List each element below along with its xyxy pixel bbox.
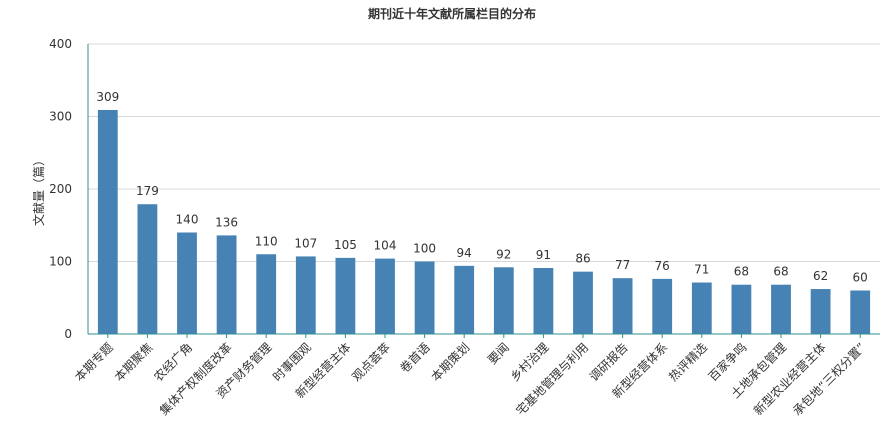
x-tick-label: 要闻 bbox=[485, 340, 512, 367]
x-tick-label: 本期聚焦 bbox=[112, 340, 156, 384]
bar bbox=[533, 268, 554, 334]
bar bbox=[691, 282, 712, 334]
data-label: 105 bbox=[334, 238, 357, 252]
data-label: 110 bbox=[255, 234, 278, 248]
bar bbox=[612, 278, 633, 334]
x-axis-ticks: 本期专题本期聚焦农经广角集体产权制度改革资产财务管理时事围观新型经营主体观点荟萃… bbox=[71, 334, 868, 418]
bar bbox=[97, 109, 118, 334]
y-tick-label: 300 bbox=[49, 110, 72, 124]
bar bbox=[850, 290, 871, 334]
x-tick-label: 热评精选 bbox=[666, 340, 710, 384]
bars bbox=[97, 109, 871, 334]
data-label: 86 bbox=[575, 252, 590, 266]
bar bbox=[771, 284, 791, 334]
bar bbox=[731, 284, 752, 334]
bar bbox=[810, 289, 831, 334]
bar bbox=[493, 267, 514, 334]
data-label: 94 bbox=[457, 246, 472, 260]
x-tick-label: 新型农业经营主体 bbox=[750, 340, 828, 418]
data-labels: 309 179 140 136 110 107 105 104 100 94 92 91 86 77 76 7… bbox=[96, 90, 867, 285]
bar bbox=[375, 258, 395, 334]
y-axis-label: 文献量（篇） bbox=[31, 154, 46, 226]
data-label: 60 bbox=[853, 271, 868, 285]
chart-title: 期刊近十年文献所属栏目的分布 bbox=[368, 6, 536, 21]
bar bbox=[177, 232, 197, 334]
x-tick-label: 本期策划 bbox=[428, 340, 472, 384]
x-tick-label: 本期专题 bbox=[71, 340, 116, 385]
x-tick-label: 承包地“三权分置” bbox=[790, 340, 868, 418]
y-tick-label: 100 bbox=[49, 255, 72, 269]
data-label: 104 bbox=[374, 239, 397, 253]
data-label: 76 bbox=[655, 259, 670, 273]
bar bbox=[414, 261, 435, 334]
bar bbox=[295, 256, 316, 334]
bar bbox=[335, 257, 356, 334]
y-tick-label: 400 bbox=[49, 37, 72, 51]
data-label: 91 bbox=[536, 248, 551, 262]
x-tick-label: 卷首语 bbox=[397, 340, 433, 376]
y-tick-label: 200 bbox=[49, 182, 72, 196]
data-label: 179 bbox=[136, 184, 159, 198]
y-tick-label: 0 bbox=[64, 327, 72, 341]
data-label: 140 bbox=[176, 213, 199, 227]
data-label: 100 bbox=[413, 242, 436, 256]
x-tick-label: 观点荟萃 bbox=[349, 340, 393, 384]
bar bbox=[573, 271, 593, 334]
data-label: 68 bbox=[734, 265, 749, 279]
bar bbox=[137, 204, 158, 334]
grid-lines bbox=[88, 43, 880, 262]
data-label: 92 bbox=[496, 247, 511, 261]
x-tick-label: 集体产权制度改革 bbox=[156, 340, 234, 418]
data-label: 309 bbox=[96, 90, 119, 104]
y-axis-ticks: 0 100 200 300 400 bbox=[49, 37, 72, 341]
x-tick-label: 宅基地管理与利用 bbox=[513, 340, 591, 418]
bar bbox=[652, 278, 673, 334]
data-label: 107 bbox=[294, 236, 317, 250]
data-label: 68 bbox=[773, 265, 788, 279]
data-label: 77 bbox=[615, 258, 630, 272]
bar bbox=[454, 265, 475, 334]
bar bbox=[216, 235, 237, 334]
data-label: 136 bbox=[215, 215, 238, 229]
data-label: 62 bbox=[813, 269, 828, 283]
data-label: 71 bbox=[694, 263, 709, 277]
bar bbox=[256, 254, 277, 334]
